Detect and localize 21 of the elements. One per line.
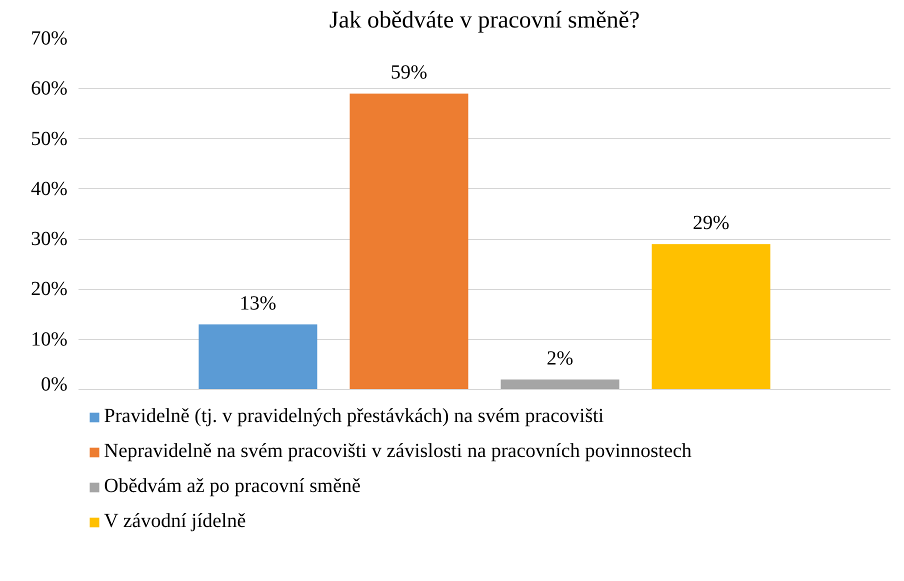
y-tick-label: 60%	[30, 78, 68, 100]
y-tick-label: 20%	[30, 278, 68, 300]
bar	[652, 244, 770, 390]
legend-label: V závodní jídelně	[104, 510, 246, 533]
bar	[500, 379, 620, 390]
data-label: 29%	[692, 212, 730, 234]
data-label: 59%	[390, 62, 428, 84]
y-tick-label: 10%	[30, 328, 68, 350]
chart-title: Jak obědváte v pracovní směně?	[329, 8, 640, 34]
y-tick-label: 0%	[40, 374, 68, 396]
legend-label: Obědvám až po pracovní směně	[104, 475, 361, 498]
y-tick-label: 50%	[30, 128, 68, 150]
bar	[350, 94, 468, 390]
legend-label: Pravidelně (tj. v pravidelných přestávkách) na svém pracovišti	[104, 405, 604, 428]
legend-label: Nepravidelně na svém pracovišti v závislosti na pracovních povinnostech	[104, 440, 692, 463]
bar	[198, 324, 318, 390]
y-tick-label: 70%	[30, 28, 68, 50]
y-tick-label: 40%	[30, 178, 68, 200]
y-tick-label: 30%	[30, 228, 68, 250]
data-label: 2%	[546, 347, 574, 370]
data-label: 13%	[240, 292, 276, 314]
